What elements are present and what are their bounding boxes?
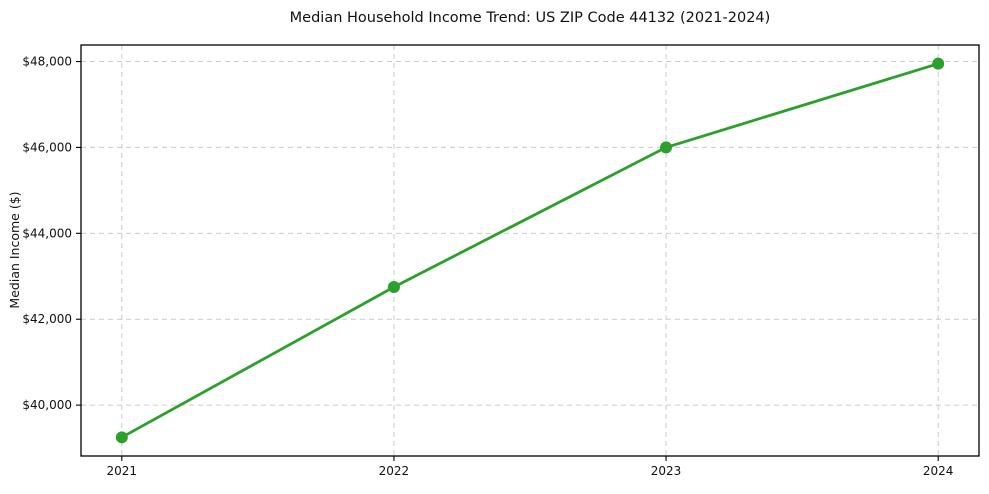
y-axis-label: Median Income ($) xyxy=(7,191,22,308)
x-tick-label: 2021 xyxy=(107,464,138,478)
y-tick-label: $42,000 xyxy=(22,312,72,326)
data-point-marker xyxy=(387,281,400,294)
y-tick-label: $46,000 xyxy=(22,140,72,154)
x-tick-label: 2023 xyxy=(651,464,682,478)
plot-area: $40,000 $42,000 $44,000 $46,000 $48,000 2021 2… xyxy=(22,44,980,478)
trend-line xyxy=(120,62,940,439)
data-point-marker xyxy=(660,141,673,154)
data-point-marker xyxy=(115,431,128,444)
y-tick-label: $48,000 xyxy=(22,55,72,69)
y-tick-label: $40,000 xyxy=(22,398,72,412)
plot-border xyxy=(80,44,980,457)
chart-title: Median Household Income Trend: US ZIP Co… xyxy=(290,10,771,26)
x-tick-label: 2022 xyxy=(379,464,410,478)
x-tick-label: 2024 xyxy=(923,464,954,478)
y-tick-label: $44,000 xyxy=(22,226,72,240)
data-point-marker xyxy=(932,57,945,70)
